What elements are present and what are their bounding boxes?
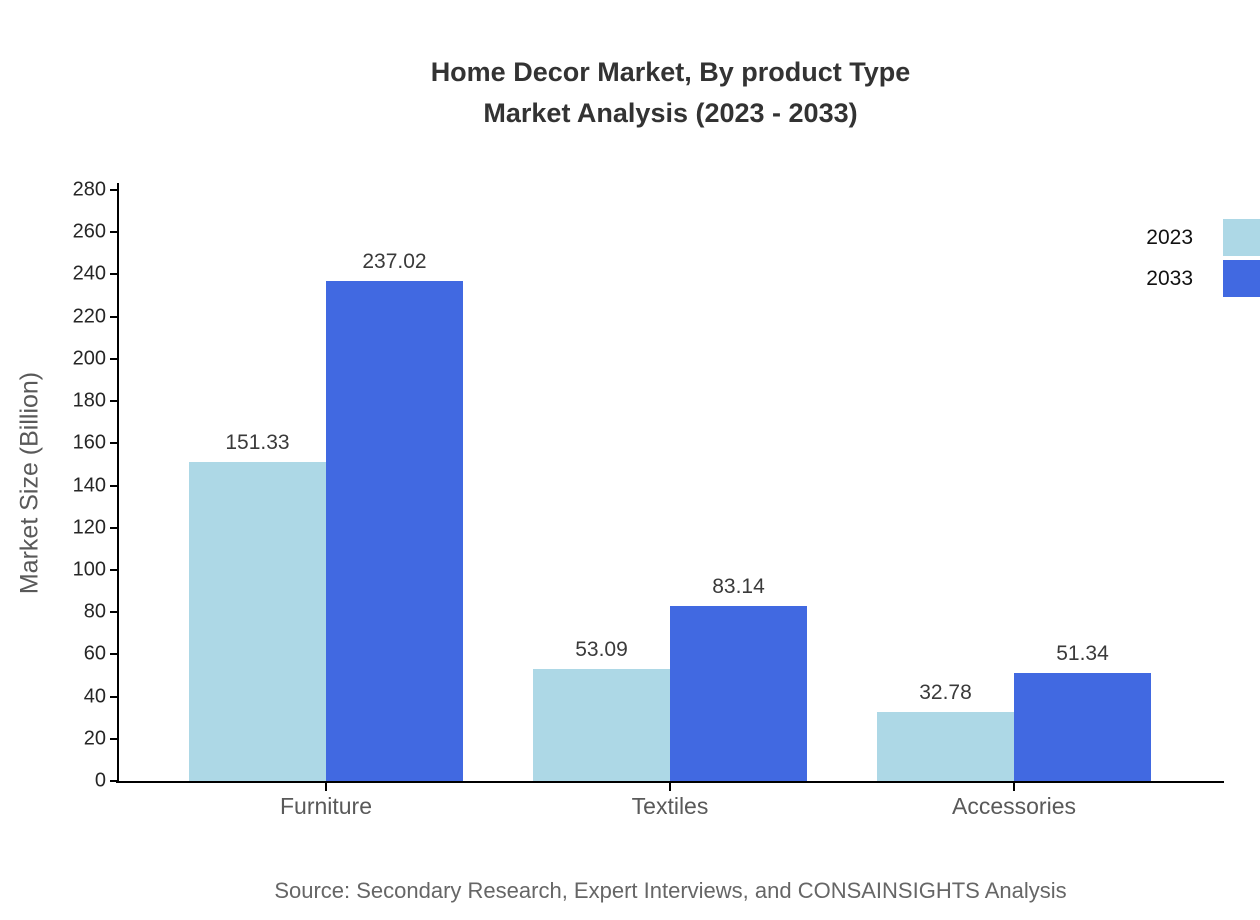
y-tick-mark-120	[110, 526, 118, 529]
bar-accessories-2023	[877, 711, 1014, 781]
y-tick-label-240: 240	[72, 262, 106, 285]
chart-title-line2: Market Analysis (2023 - 2033)	[483, 98, 858, 128]
y-tick-label-220: 220	[72, 305, 106, 328]
y-tick-label-60: 60	[83, 642, 106, 665]
x-tick-mark-furniture	[325, 783, 327, 791]
legend-item-2033: 2033	[1146, 260, 1260, 297]
chart-title-line1: Home Decor Market, By product Type	[430, 57, 911, 87]
value-label-furniture-2033: 237.02	[362, 249, 427, 273]
y-tick-mark-60	[110, 653, 118, 656]
x-axis-spine	[116, 781, 1224, 783]
y-tick-label-20: 20	[83, 727, 106, 750]
legend-swatch-2023	[1223, 219, 1260, 256]
bar-accessories-2033	[1014, 672, 1151, 781]
value-label-textiles-2033: 83.14	[712, 574, 765, 598]
legend: 2023 2033	[1146, 219, 1260, 297]
chart-title: Home Decor Market, By product Type Marke…	[118, 52, 1223, 134]
x-tick-mark-textiles	[669, 783, 671, 791]
y-tick-mark-80	[110, 611, 118, 614]
value-label-furniture-2023: 151.33	[225, 430, 290, 454]
y-tick-mark-100	[110, 568, 118, 571]
y-tick-mark-240	[110, 273, 118, 276]
legend-label-2023: 2023	[1146, 225, 1193, 249]
y-tick-mark-200	[110, 357, 118, 360]
source-note: Source: Secondary Research, Expert Inter…	[274, 878, 1067, 903]
y-tick-label-100: 100	[72, 558, 106, 581]
y-tick-mark-140	[110, 484, 118, 487]
y-tick-label-160: 160	[72, 431, 106, 454]
legend-item-2023: 2023	[1146, 219, 1260, 256]
y-tick-mark-180	[110, 400, 118, 403]
bar-furniture-2023	[189, 461, 326, 781]
value-label-accessories-2033: 51.34	[1056, 641, 1109, 665]
y-tick-label-0: 0	[94, 769, 106, 792]
bar-textiles-2033	[670, 605, 807, 781]
y-tick-label-280: 280	[72, 178, 106, 201]
legend-label-2033: 2033	[1146, 266, 1193, 290]
y-tick-mark-40	[110, 695, 118, 698]
bar-furniture-2033	[326, 280, 463, 781]
x-tick-mark-accessories	[1013, 783, 1015, 791]
y-tick-label-120: 120	[72, 516, 106, 539]
x-category-label-furniture: Furniture	[279, 793, 373, 819]
value-label-textiles-2023: 53.09	[575, 637, 628, 661]
x-category-label-accessories: Accessories	[952, 793, 1076, 819]
y-tick-mark-280	[110, 189, 118, 191]
bar-textiles-2023	[533, 668, 670, 781]
legend-swatch-2033	[1223, 260, 1260, 297]
y-tick-label-180: 180	[72, 389, 106, 412]
x-category-label-textiles: Textiles	[631, 793, 709, 819]
y-tick-label-200: 200	[72, 347, 106, 370]
y-tick-mark-20	[110, 737, 118, 740]
value-label-accessories-2023: 32.78	[919, 680, 972, 704]
y-tick-mark-220	[110, 315, 118, 318]
y-tick-label-40: 40	[83, 685, 106, 708]
y-tick-mark-260	[110, 231, 118, 234]
y-tick-label-260: 260	[72, 220, 106, 243]
y-axis-title: Market Size (Billion)	[15, 371, 44, 595]
y-tick-label-80: 80	[83, 600, 106, 623]
y-tick-label-140: 140	[72, 474, 106, 496]
y-tick-mark-160	[110, 442, 118, 445]
y-tick-mark-0	[110, 780, 118, 782]
y-axis-spine	[117, 183, 119, 783]
